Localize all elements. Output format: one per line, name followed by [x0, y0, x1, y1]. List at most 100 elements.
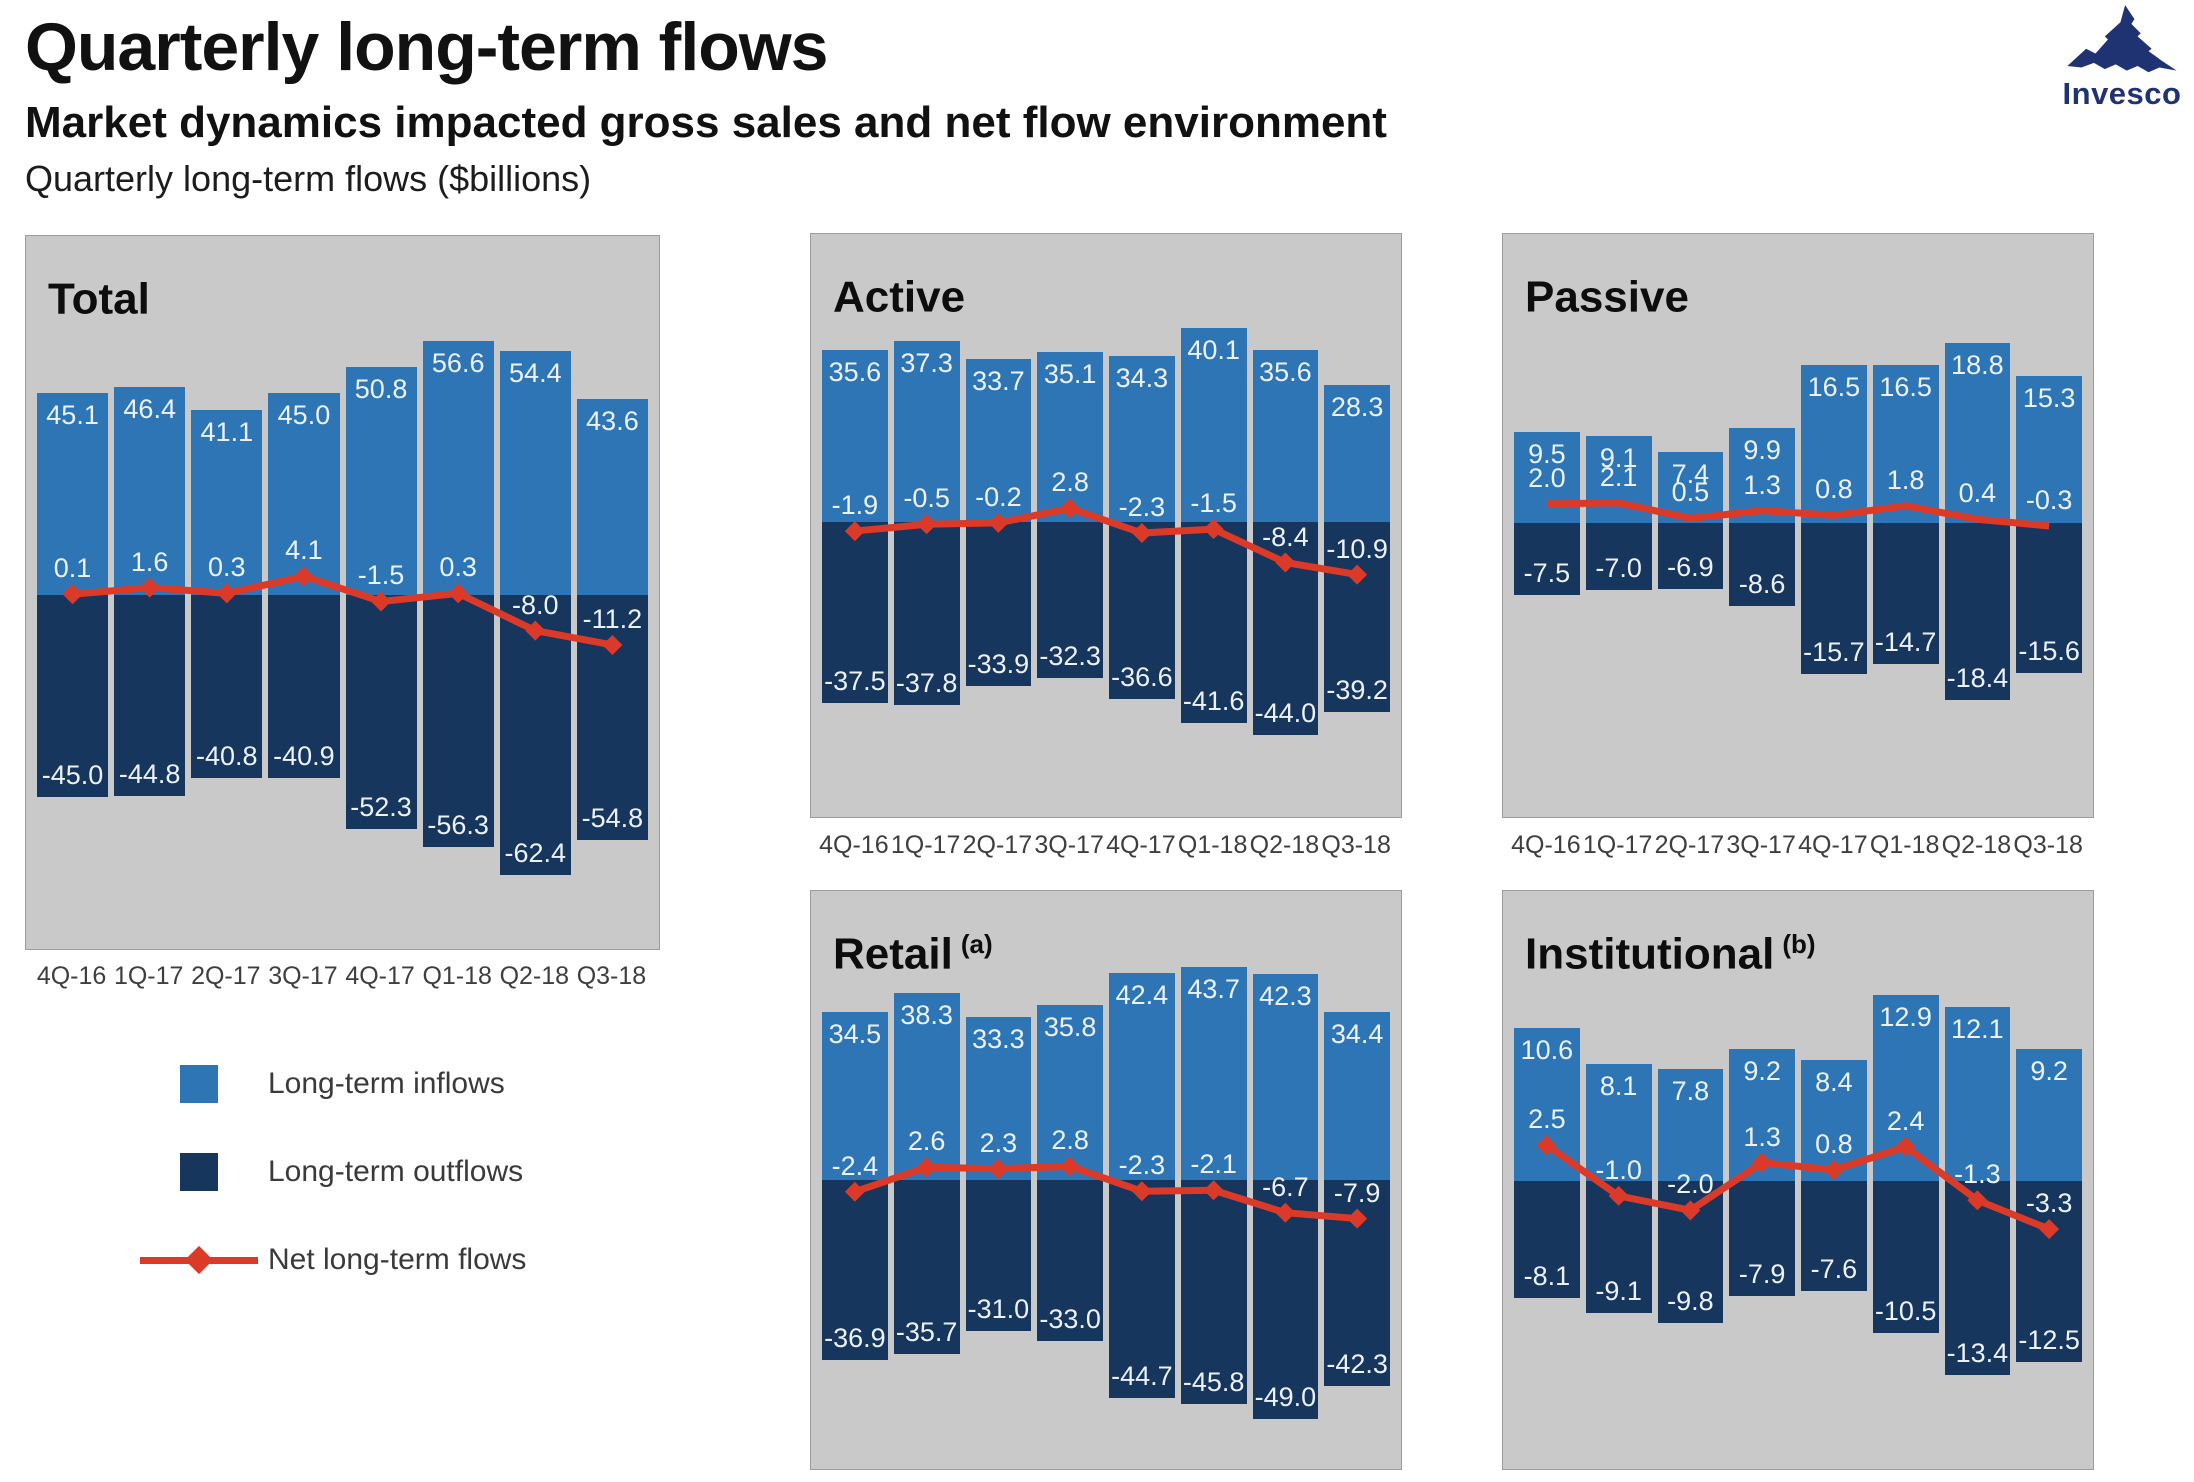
net-flow-line [1536, 1135, 2060, 1240]
chart-panel-retail: Retail (a) 34.5 -36.9 -2.4 38.3 -35.7 2.6 33.3 -… [810, 890, 1402, 1470]
net-value-label: -0.3 [2025, 484, 2073, 515]
outflow-bar [893, 521, 960, 705]
x-axis-label: 3Q-17 [1034, 831, 1104, 859]
net-diamond-marker [1680, 1200, 1701, 1221]
net-value-label: 0.8 [1815, 474, 1853, 505]
net-diamond-marker [1347, 564, 1368, 585]
inflow-value-label: 16.5 [1879, 371, 1932, 402]
outflow-value-label: -45.8 [1182, 1366, 1245, 1397]
net-value-label: 2.6 [907, 1126, 946, 1157]
net-diamond-marker [371, 591, 392, 612]
x-axis-label: 4Q-17 [1106, 831, 1176, 859]
net-value-label: 0.3 [208, 552, 246, 583]
outflow-value-label: -9.1 [1595, 1275, 1642, 1306]
outflow-bar [268, 594, 340, 779]
net-flow-polyline [854, 504, 1358, 579]
page-title: Quarterly long-term flows [25, 9, 828, 85]
outflow-value-label: -33.9 [967, 648, 1030, 679]
inflow-bar [2016, 1048, 2082, 1182]
outflow-value-label: -7.9 [1738, 1258, 1786, 1289]
outflow-bar [822, 521, 888, 704]
net-value-label: -2.1 [1190, 1149, 1237, 1180]
x-axis-label: 4Q-17 [345, 962, 415, 990]
outflow-bar [1180, 1180, 1247, 1404]
net-diamond-marker [988, 512, 1009, 533]
net-value-label: -1.3 [1954, 1159, 2001, 1190]
outflow-value-label: -7.6 [1810, 1254, 1858, 1285]
inflow-value-label: 33.3 [972, 1024, 1025, 1055]
inflow-value-label: 35.6 [828, 356, 882, 387]
inflow-bar [822, 1011, 888, 1180]
inflow-bar [822, 349, 888, 522]
outflow-value-label: -35.7 [895, 1317, 958, 1348]
outflow-bar [1801, 1181, 1867, 1292]
chart-title-note: (b) [1782, 929, 1816, 959]
inflow-bar [37, 392, 109, 595]
net-diamond-marker [1823, 1159, 1844, 1180]
net-value-label: -2.0 [1667, 1169, 1714, 1200]
outflow-bar [893, 1180, 960, 1355]
inflow-bar [499, 350, 571, 595]
net-diamond-marker [1536, 1135, 1557, 1156]
inflow-bar [345, 366, 417, 595]
legend-swatch-wrap [140, 1236, 258, 1284]
inflow-value-label: 9.5 [1528, 438, 1566, 469]
outflow-value-label: -44.8 [118, 758, 181, 789]
net-diamond-marker [1347, 1208, 1368, 1229]
invesco-wordmark: Invesco [2062, 76, 2182, 111]
net-diamond-marker [525, 620, 546, 641]
outflow-value-label: -18.4 [1946, 662, 2009, 693]
outflow-bar [1801, 523, 1867, 674]
inflow-bar [576, 399, 648, 595]
outflow-value-label: -41.6 [1182, 686, 1245, 717]
x-axis-label: Q2-18 [1941, 831, 2012, 859]
outflow-bar [1729, 523, 1795, 606]
net-value-label: -1.5 [357, 560, 405, 591]
legend-swatch-wrap [140, 1060, 258, 1108]
outflow-bar [1037, 521, 1103, 679]
inflow-value-label: 9.2 [1743, 1055, 1781, 1086]
outflow-value-label: -7.5 [1523, 558, 1571, 589]
outflow-bar [822, 1180, 888, 1361]
chart-title-text: Passive [1525, 272, 1689, 322]
net-diamond-marker [1060, 498, 1081, 519]
inflow-bar [1324, 384, 1390, 522]
outflow-value-label: -15.6 [2018, 635, 2080, 666]
inflow-value-label: 7.8 [1671, 1075, 1710, 1106]
x-axis-total: 4Q-16 1Q-17 2Q-17 3Q-17 4Q-17 Q1-18 Q2-18 Q3-18 [25, 962, 660, 996]
inflow-value-label: 46.4 [123, 393, 176, 424]
outflow-bar [422, 594, 494, 848]
chart-title-institutional: Institutional (b) [1525, 929, 1816, 980]
x-axis-label: Q2-18 [499, 962, 570, 990]
chart-panel-total: Total 45.1 -45.0 0.1 46.4 -44.8 1.6 41.1 -40.8 0… [25, 235, 660, 950]
inflow-value-label: 12.9 [1879, 1002, 1932, 1033]
chart-panel-institutional: Institutional (b) 10.6 -8.1 2.5 8.1 -9.1 -1.0 7… [1502, 890, 2094, 1470]
legend-item-net: Net long-term flows [140, 1236, 526, 1284]
net-flow-line [844, 498, 1368, 585]
inflow-bar [1109, 355, 1175, 522]
outflow-value-label: -31.0 [967, 1294, 1030, 1325]
outflow-value-label: -52.3 [350, 792, 412, 823]
chart-title-text: Total [48, 274, 150, 324]
inflow-value-label: 9.2 [2030, 1055, 2068, 1086]
outflow-bar [1872, 523, 1939, 665]
legend-swatch-wrap [140, 1148, 258, 1196]
net-value-label: -1.0 [1595, 1154, 1642, 1185]
net-diamond-marker [2039, 1219, 2060, 1240]
x-axis-label: Q3-18 [2013, 831, 2083, 859]
outflow-value-label: -12.5 [2018, 1325, 2080, 1356]
outflow-bar [1109, 1180, 1175, 1399]
net-value-label: -10.9 [1326, 533, 1388, 564]
outflow-bar [1657, 523, 1724, 590]
inflow-value-label: 54.4 [509, 357, 562, 388]
inflow-value-label: 45.1 [46, 399, 99, 430]
inflow-value-label: 35.6 [1259, 356, 1312, 387]
x-axis-label: 1Q-17 [890, 831, 961, 859]
net-flow-line [62, 566, 623, 655]
inflow-bar [268, 392, 340, 595]
inflow-bar [893, 993, 960, 1180]
net-diamond-marker [916, 514, 937, 535]
inflow-bar [2016, 376, 2082, 524]
net-value-label: -1.9 [831, 490, 879, 521]
